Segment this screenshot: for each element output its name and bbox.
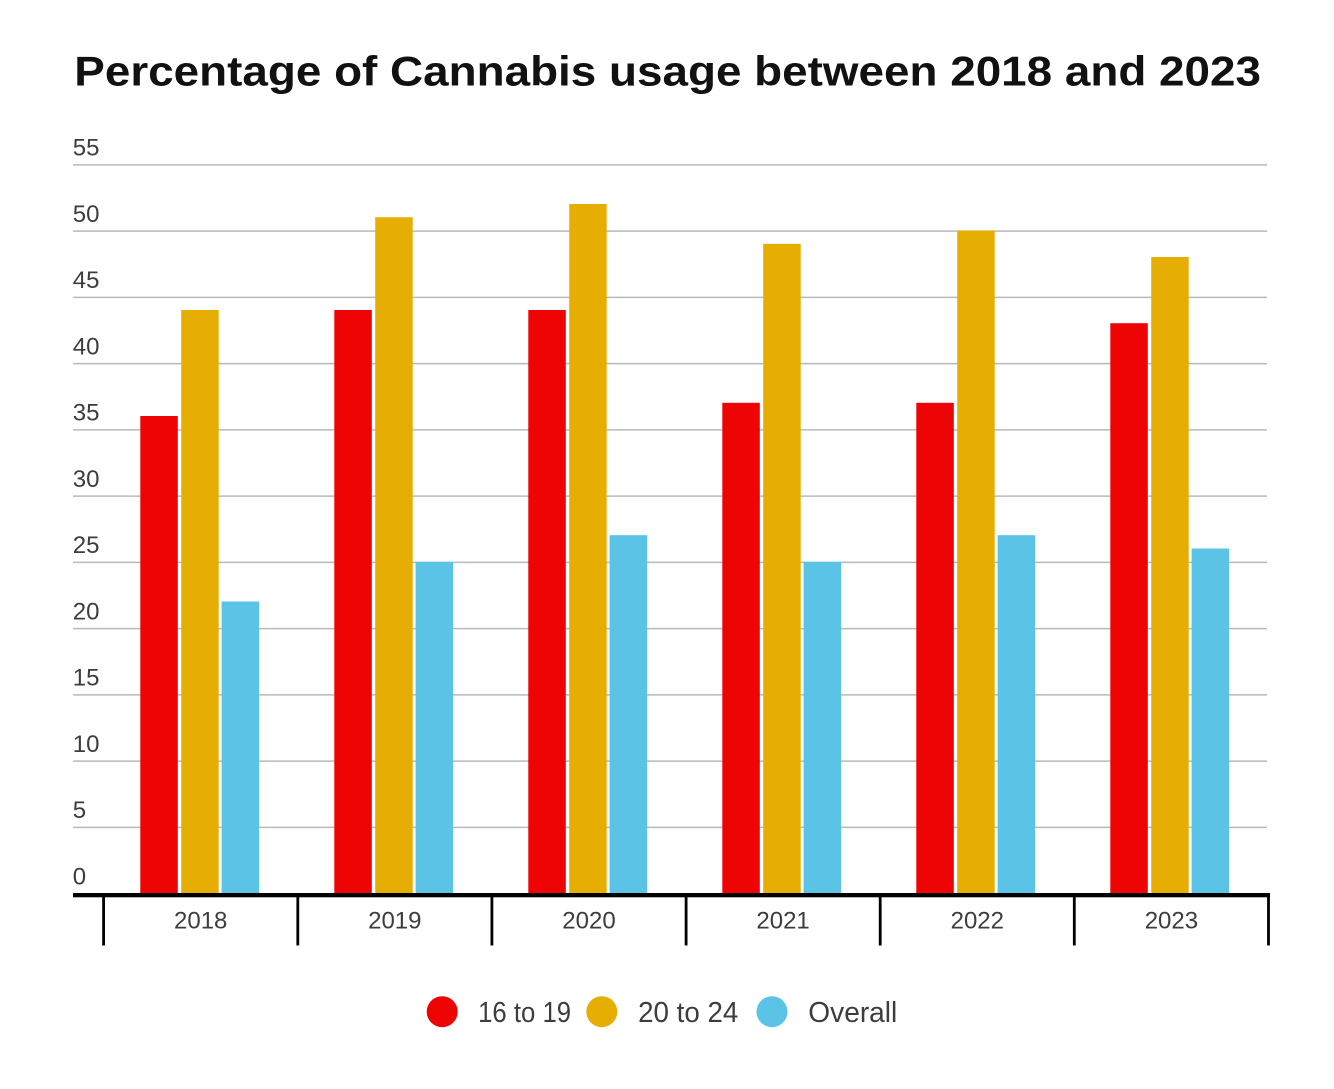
svg-text:16 to 19: 16 to 19 [478,996,571,1028]
svg-text:2019: 2019 [368,908,421,935]
svg-text:45: 45 [73,267,100,294]
svg-text:35: 35 [73,400,100,427]
svg-text:25: 25 [73,532,100,559]
svg-text:0: 0 [73,863,86,890]
svg-text:Overall: Overall [808,996,897,1028]
svg-text:2023: 2023 [1145,908,1198,935]
svg-text:10: 10 [73,731,100,758]
svg-text:2020: 2020 [562,908,615,935]
svg-text:30: 30 [73,466,100,493]
svg-text:15: 15 [73,665,100,692]
svg-text:20: 20 [73,598,100,625]
svg-text:40: 40 [73,333,100,360]
svg-text:2018: 2018 [174,908,227,935]
svg-text:2021: 2021 [756,908,809,935]
svg-text:Percentage of Cannabis usage b: Percentage of Cannabis usage between 201… [74,47,1261,94]
svg-text:55: 55 [73,135,100,162]
svg-text:5: 5 [73,797,86,824]
svg-text:20 to 24: 20 to 24 [638,996,738,1028]
svg-text:2022: 2022 [951,908,1004,935]
svg-text:50: 50 [73,201,100,228]
